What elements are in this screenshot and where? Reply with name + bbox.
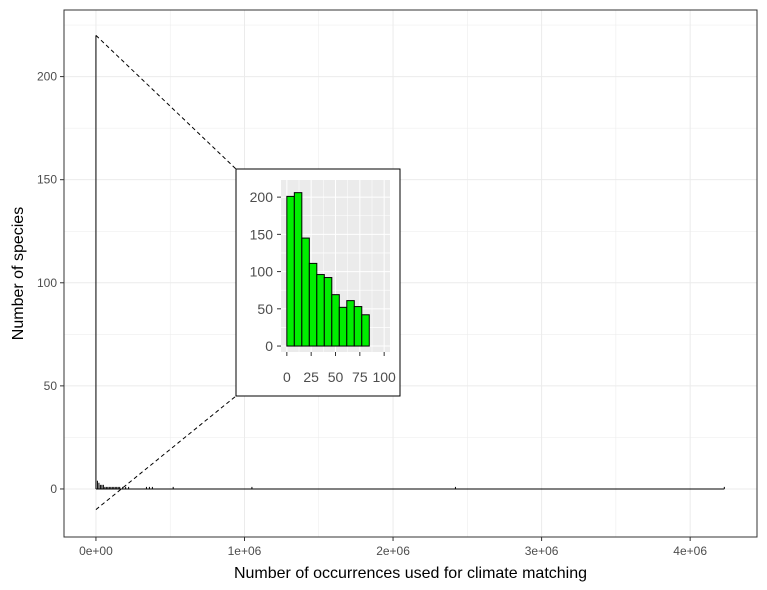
inset-y-tick-label: 50 (257, 301, 273, 317)
inset-bar (361, 314, 370, 347)
inset-bar (338, 306, 348, 347)
inset-y-tick-label: 150 (250, 226, 274, 242)
x-tick-label: 3e+06 (525, 544, 559, 558)
inset-x-tick-label: 75 (352, 369, 368, 385)
inset-bars (286, 192, 370, 347)
inset-bar (353, 306, 363, 347)
x-tick-label: 2e+06 (376, 544, 410, 558)
zoom-line (95, 34, 237, 170)
inset-bar (331, 294, 340, 347)
main-bars (95, 35, 725, 490)
inset-y-axis: 0 50 100 150 200 (250, 189, 281, 354)
inset-bar (301, 237, 310, 347)
inset-y-tick-label: 0 (265, 338, 273, 354)
x-tick-label: 0e+00 (79, 544, 113, 558)
inset-x-axis: 0 25 50 75 100 (283, 352, 396, 385)
main-y-axis: 0 50 100 150 200 (37, 70, 64, 496)
inset-bar (308, 262, 318, 347)
inset-bar (293, 192, 303, 347)
main-panel-border (63, 9, 758, 538)
inset-bar (323, 277, 333, 347)
inset-x-tick-label: 100 (372, 369, 396, 385)
inset-y-tick-label: 100 (250, 264, 274, 280)
y-tick-label: 200 (37, 70, 57, 84)
y-tick-label: 0 (50, 482, 57, 496)
inset-x-tick-label: 0 (283, 369, 291, 385)
y-axis-title: Number of species (10, 207, 27, 340)
main-x-axis: 0e+00 1e+06 2e+06 3e+06 4e+06 (79, 537, 707, 558)
inset-x-tick-label: 50 (328, 369, 344, 385)
y-tick-label: 50 (44, 379, 58, 393)
y-tick-label: 100 (37, 276, 57, 290)
inset-y-tick-label: 200 (250, 189, 274, 205)
x-tick-label: 1e+06 (228, 544, 262, 558)
y-tick-label: 150 (37, 173, 57, 187)
inset-bar (316, 274, 325, 347)
inset-bar (346, 300, 355, 347)
x-axis-title: Number of occurrences used for climate m… (234, 565, 587, 582)
main-gridlines (64, 10, 757, 537)
x-tick-label: 4e+06 (673, 544, 707, 558)
inset-x-tick-label: 25 (303, 369, 319, 385)
zoom-line (95, 395, 237, 510)
zoom-connector-lines (95, 34, 237, 510)
inset-bar (286, 195, 295, 347)
